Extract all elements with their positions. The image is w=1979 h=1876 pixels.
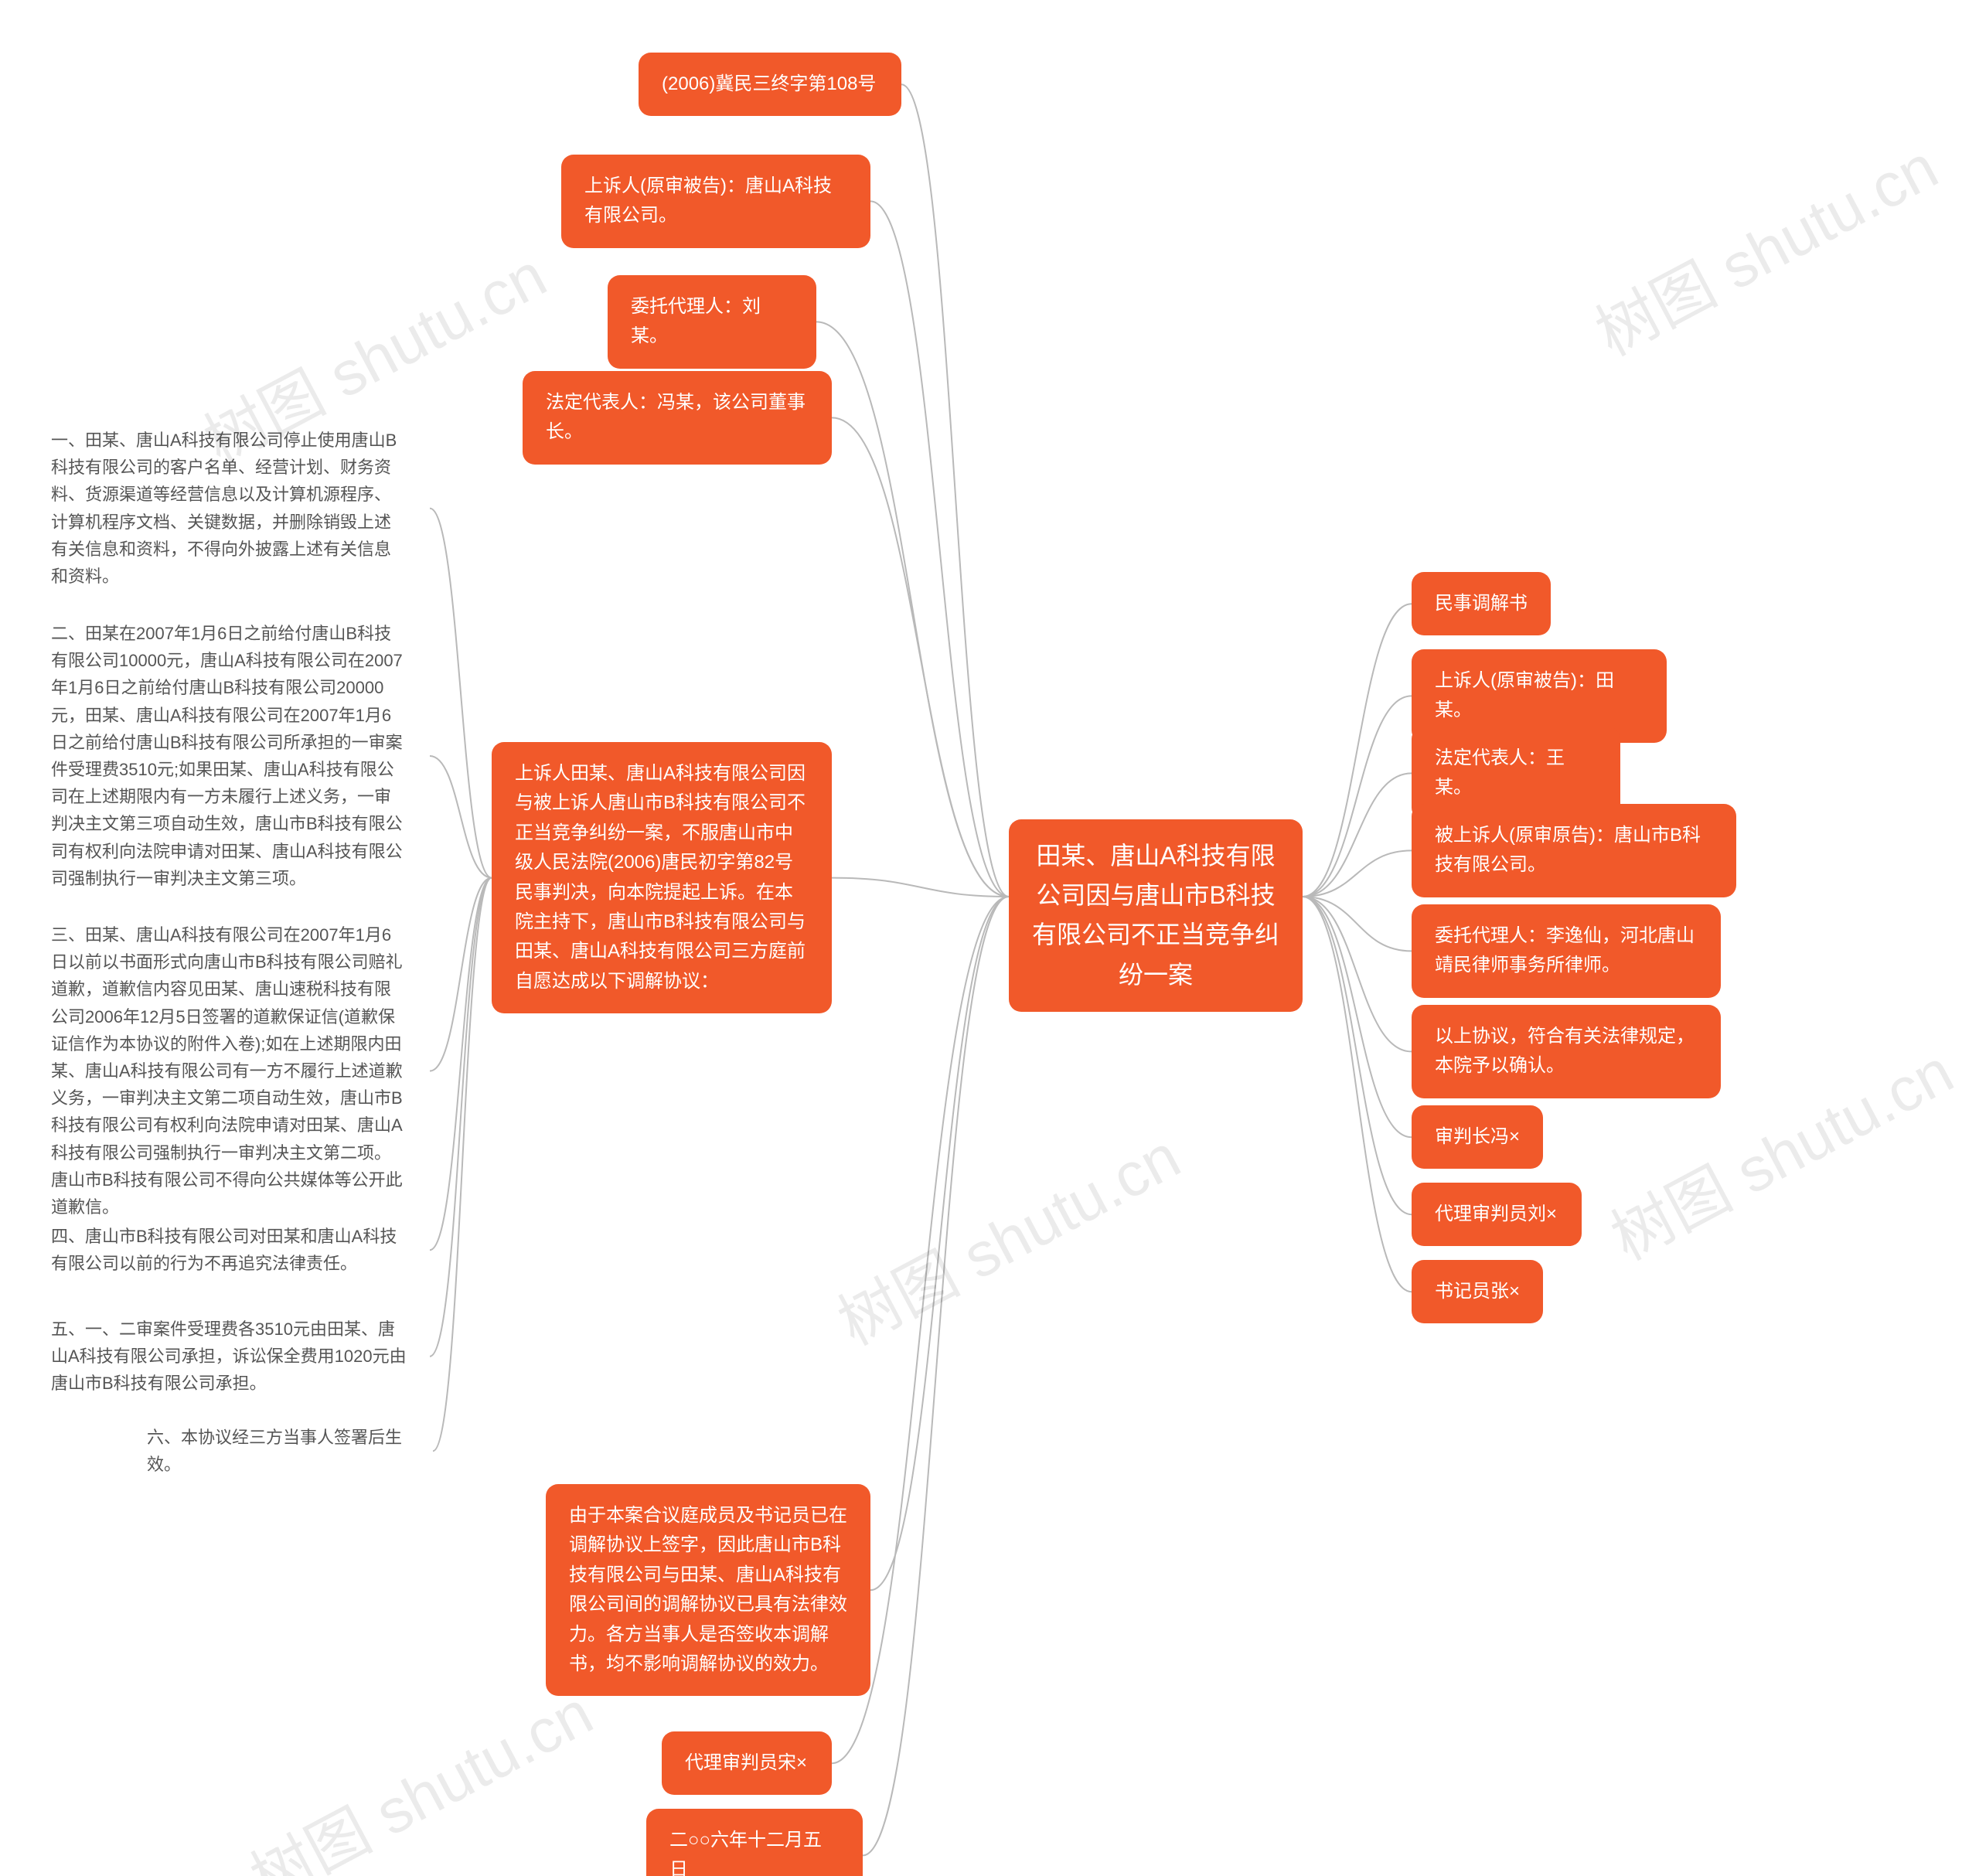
leaf-l5c: 三、田某、唐山A科技有限公司在2007年1月6日以前以书面形式向唐山市B科技有限… — [28, 904, 430, 1238]
leaf-l5b: 二、田某在2007年1月6日之前给付唐山B科技有限公司10000元，唐山A科技有… — [28, 603, 430, 909]
right-branch-r5: 委托代理人：李逸仙，河北唐山靖民律师事务所律师。 — [1412, 904, 1721, 998]
right-branch-r6: 以上协议，符合有关法律规定，本院予以确认。 — [1412, 1005, 1721, 1098]
left-branch-l1: (2006)冀民三终字第108号 — [639, 53, 901, 116]
left-branch-l4: 法定代表人：冯某，该公司董事长。 — [523, 371, 832, 465]
left-branch-l3: 委托代理人：刘某。 — [608, 275, 816, 369]
right-branch-r7: 审判长冯× — [1412, 1105, 1543, 1169]
leaf-l5e: 五、一、二审案件受理费各3510元由田某、唐山A科技有限公司承担，诉讼保全费用1… — [28, 1299, 430, 1415]
left-branch-l6: 由于本案合议庭成员及书记员已在调解协议上签字，因此唐山市B科技有限公司与田某、唐… — [546, 1484, 870, 1696]
right-branch-r1: 民事调解书 — [1412, 572, 1551, 635]
leaf-l5f: 六、本协议经三方当事人签署后生效。 — [124, 1407, 433, 1495]
left-branch-l8: 二○○六年十二月五日 — [646, 1809, 863, 1876]
left-branch-l5: 上诉人田某、唐山A科技有限公司因与被上诉人唐山市B科技有限公司不正当竞争纠纷一案… — [492, 742, 832, 1013]
leaf-l5a: 一、田某、唐山A科技有限公司停止使用唐山B科技有限公司的客户名单、经营计划、财务… — [28, 410, 430, 607]
center-node: 田某、唐山A科技有限公司因与唐山市B科技有限公司不正当竞争纠纷一案 — [1009, 819, 1303, 1012]
right-branch-r9: 书记员张× — [1412, 1260, 1543, 1323]
right-branch-r4: 被上诉人(原审原告)：唐山市B科技有限公司。 — [1412, 804, 1736, 897]
mindmap-canvas: 田某、唐山A科技有限公司因与唐山市B科技有限公司不正当竞争纠纷一案 (2006)冀… — [0, 0, 1979, 1876]
leaf-l5d: 四、唐山市B科技有限公司对田某和唐山A科技有限公司以前的行为不再追究法律责任。 — [28, 1206, 430, 1294]
right-branch-r8: 代理审判员刘× — [1412, 1183, 1582, 1246]
left-branch-l2: 上诉人(原审被告)：唐山A科技有限公司。 — [561, 155, 870, 248]
left-branch-l7: 代理审判员宋× — [662, 1731, 832, 1795]
